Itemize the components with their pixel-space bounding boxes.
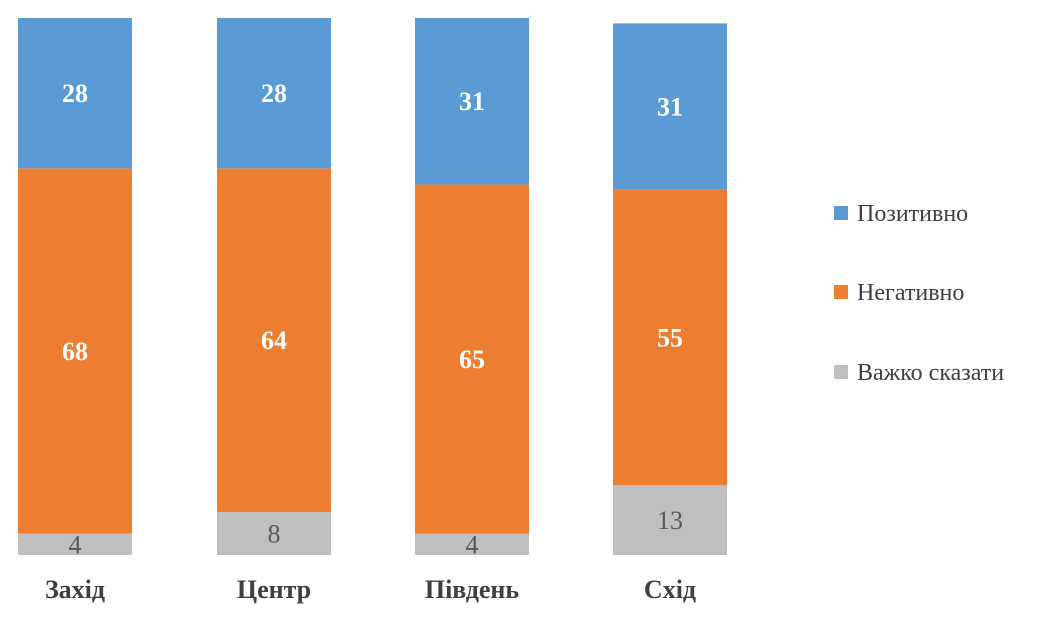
data-label: 68 [62, 337, 88, 366]
bar-segment-Позитивно [415, 18, 529, 185]
data-label: 31 [459, 87, 485, 116]
category-label: Схід [644, 575, 696, 604]
data-label: 13 [657, 506, 683, 535]
data-label: 31 [657, 93, 683, 122]
data-label: 64 [261, 326, 287, 355]
legend-label: Негативно [857, 280, 964, 306]
legend-swatch [834, 365, 848, 379]
bar-segment-Позитивно [18, 18, 132, 169]
bar-segment-Позитивно [613, 23, 727, 190]
bar-segment-Негативно [415, 184, 529, 534]
data-label: 28 [62, 79, 88, 108]
bar-segment-Позитивно [217, 18, 331, 169]
bar-segment-Важко-сказати [217, 512, 331, 555]
bar-segment-Важко-сказати [18, 533, 132, 555]
bar-segment-Важко-сказати [415, 533, 529, 555]
category-label: Південь [425, 575, 520, 604]
bar-segment-Негативно [18, 168, 132, 534]
legend-label: Важко сказати [857, 360, 1004, 386]
data-label: 4 [466, 530, 479, 559]
category-label: Центр [237, 575, 311, 604]
data-label: 8 [268, 520, 281, 549]
bar-segment-Негативно [613, 189, 727, 486]
legend-swatch [834, 285, 848, 299]
data-label: 4 [69, 530, 82, 559]
data-label: 65 [459, 345, 485, 374]
legend-swatch [834, 206, 848, 220]
bar-segment-Важко-сказати [613, 485, 727, 555]
data-label: 55 [657, 324, 683, 353]
data-label: 28 [261, 79, 287, 108]
category-label: Захід [45, 575, 105, 604]
legend-label: Позитивно [857, 201, 968, 227]
bar-segment-Негативно [217, 168, 331, 513]
